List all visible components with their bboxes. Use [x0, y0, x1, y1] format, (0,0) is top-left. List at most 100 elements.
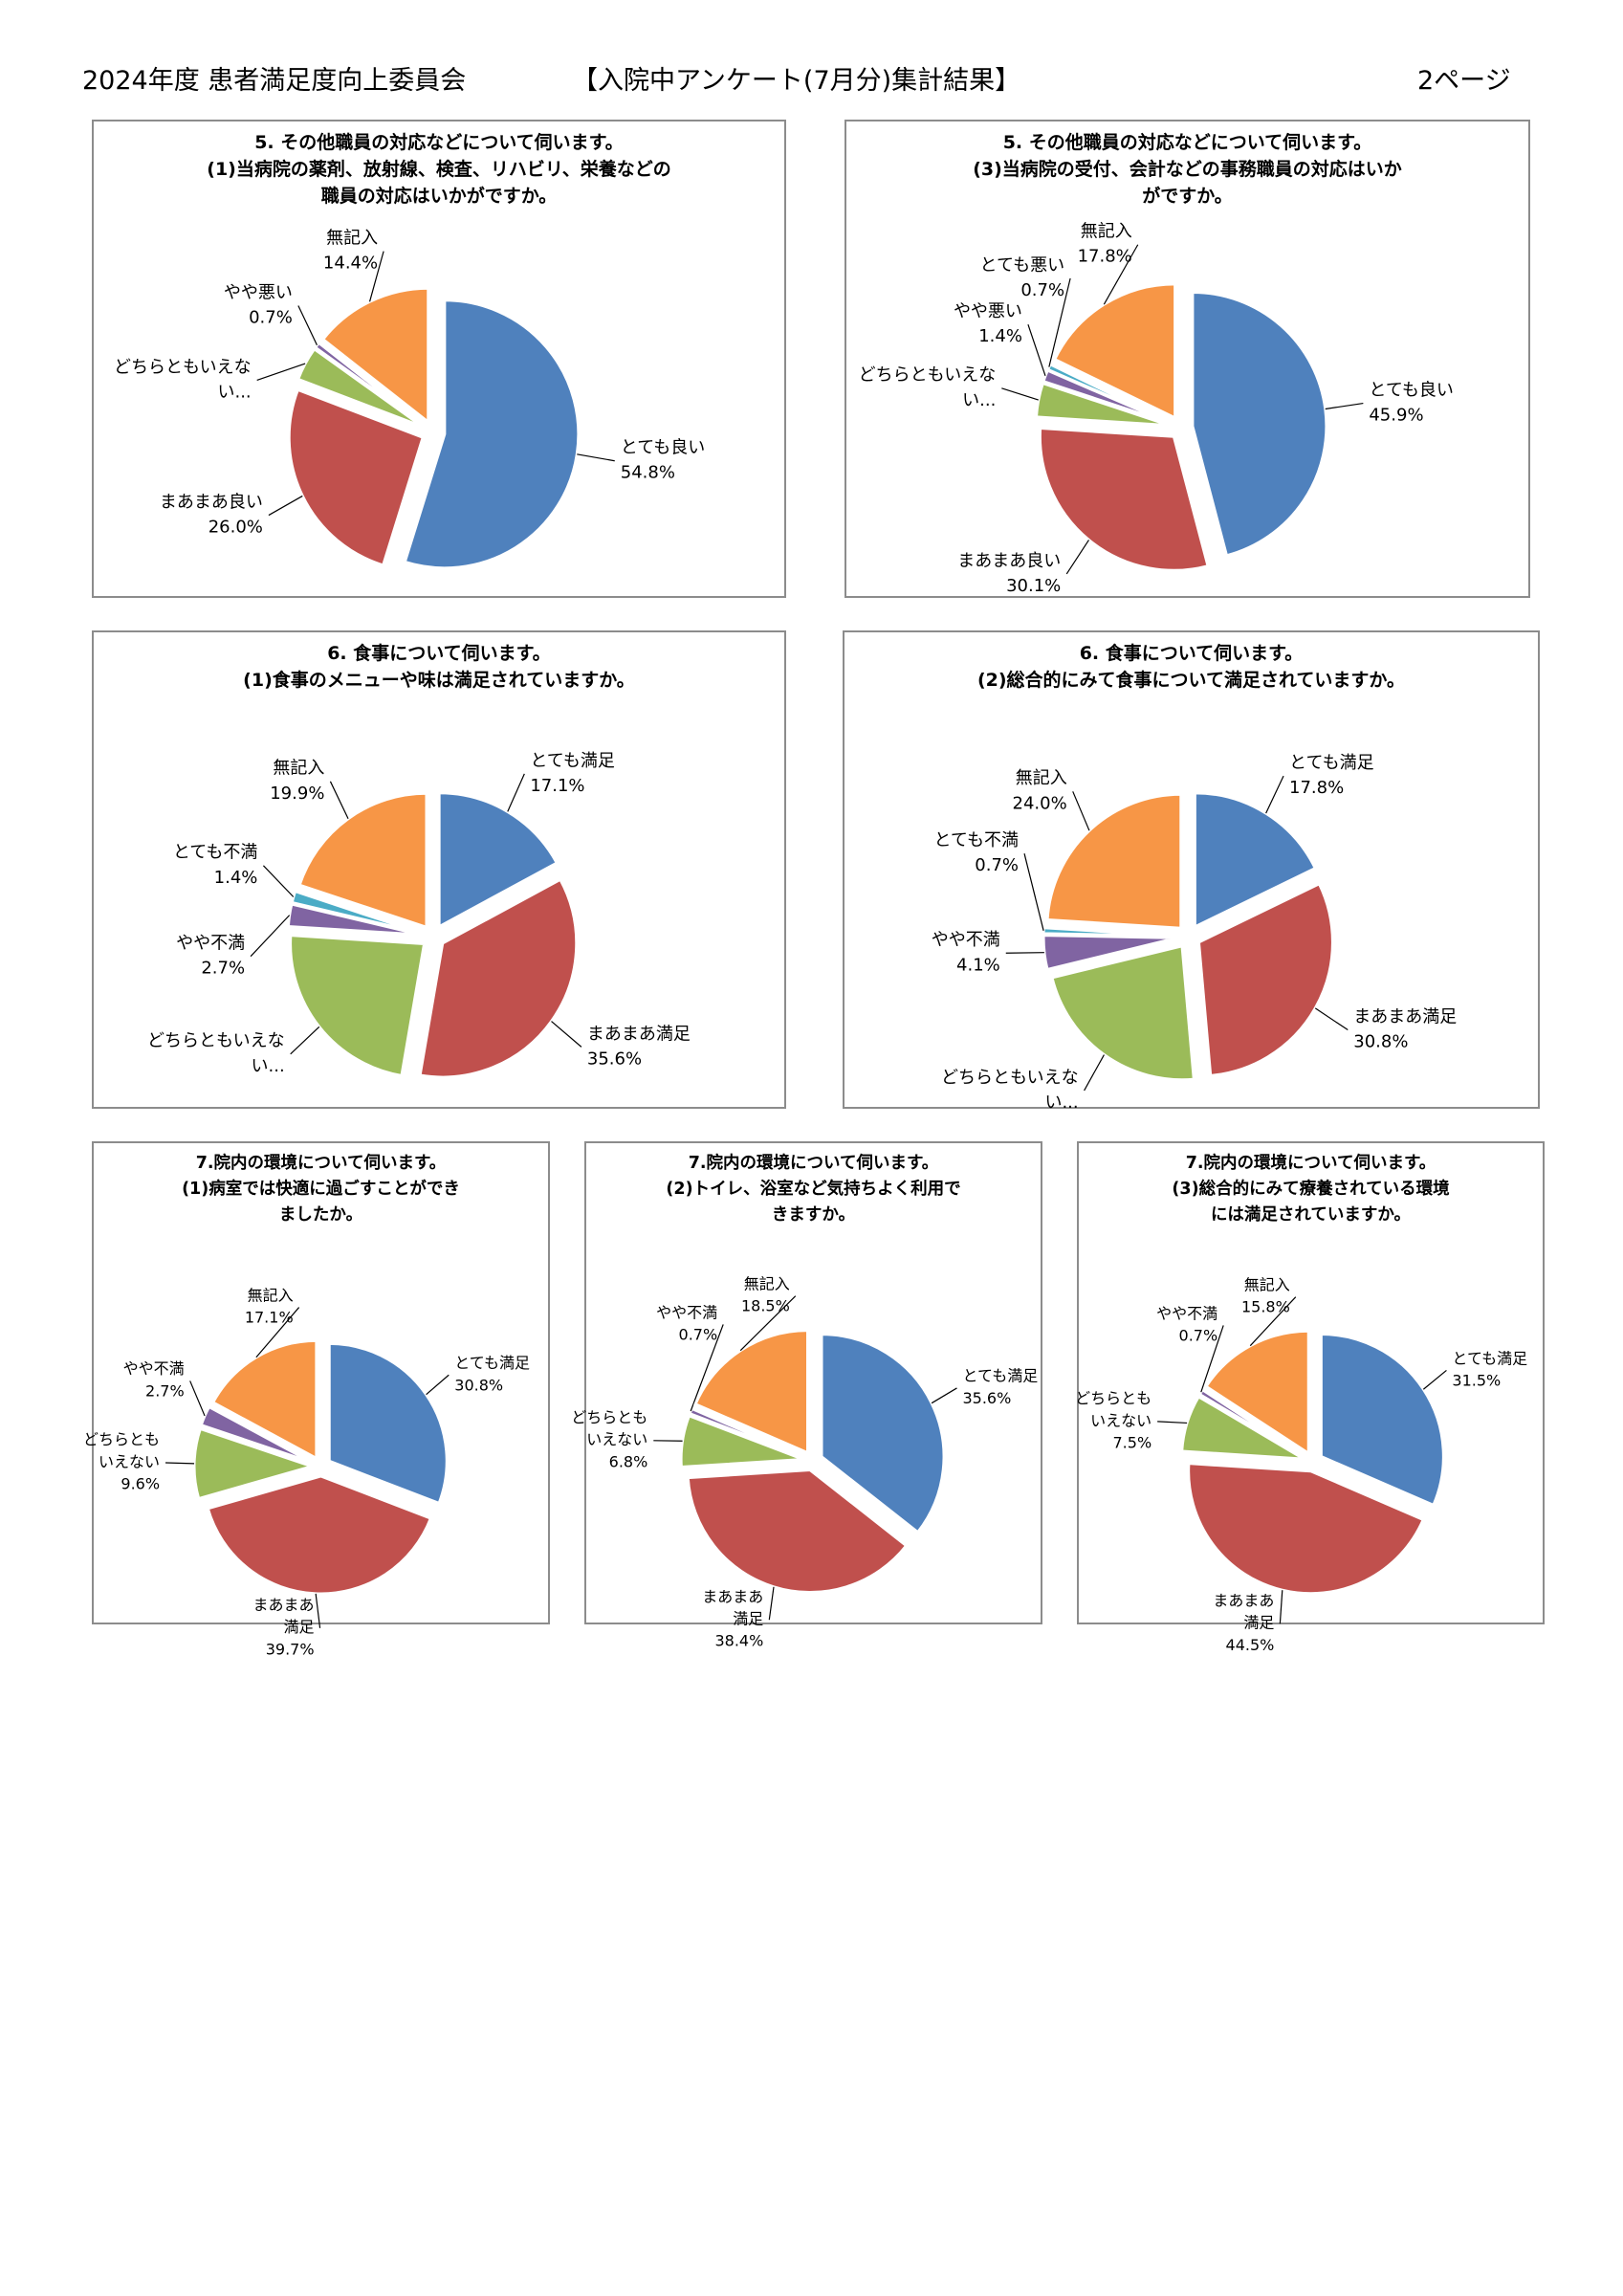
leader-line: [690, 1324, 724, 1412]
slice-category-label: い...: [217, 382, 251, 402]
leader-line: [1103, 244, 1139, 305]
leader-line: [256, 363, 306, 381]
slice-percent-label: 30.1%: [1006, 576, 1061, 596]
slice-percent-label: 6.8%: [609, 1452, 648, 1470]
slice-category-label: まあまあ良い: [957, 551, 1061, 571]
leader-line: [1065, 540, 1089, 575]
slice-category-label: どちらともいえな: [941, 1068, 1079, 1088]
pie-slice-5: [210, 1338, 318, 1461]
slice-percent-label: 39.7%: [266, 1640, 315, 1658]
slice-percent-label: 24.0%: [1013, 793, 1067, 813]
slice-percent-label: 0.7%: [1179, 1326, 1218, 1344]
slice-category-label: いえない: [99, 1452, 160, 1470]
slice-category-label: いえない: [1090, 1411, 1151, 1429]
slice-percent-label: 17.1%: [530, 776, 584, 796]
slice-category-label: どちらともいえな: [147, 1031, 285, 1051]
chart-panel-5-3: 5. その他職員の対応などについて伺います。 (3)当病院の受付、会計などの事務…: [844, 120, 1530, 598]
leader-line: [931, 1387, 957, 1404]
slice-category-label: 無記入: [1081, 222, 1132, 242]
chart-title: 7.院内の環境について伺います。 (1)病室では快適に過ごすことができ ましたか…: [182, 1154, 460, 1225]
slice-category-label: 無記入: [1244, 1275, 1290, 1293]
slice-category-label: どちらとも: [1075, 1389, 1151, 1407]
slice-percent-label: 0.7%: [975, 855, 1019, 875]
slice-percent-label: 1.4%: [978, 326, 1022, 346]
leader-line: [189, 1380, 206, 1417]
chart-panel-6-2: 6. 食事について伺います。 (2)総合的にみて食事について満足されていますか。…: [843, 630, 1540, 1113]
leader-line: [250, 915, 291, 958]
slice-category-label: 満足: [733, 1610, 763, 1628]
leader-line: [290, 1026, 320, 1055]
slice-category-label: やや不満: [1156, 1304, 1217, 1322]
slice-category-label: 無記入: [326, 229, 378, 249]
slice-category-label: やや不満: [123, 1359, 185, 1378]
pie-slice-3: [1180, 1394, 1305, 1461]
slice-category-label: い...: [252, 1056, 285, 1076]
slice-category-label: まあまあ: [702, 1587, 763, 1605]
leader-line: [1200, 1325, 1224, 1393]
leader-line: [1325, 402, 1364, 410]
slice-percent-label: 35.6%: [587, 1049, 642, 1069]
pie-slice-3: [289, 934, 427, 1078]
leader-line: [368, 251, 384, 302]
slice-percent-label: 19.9%: [270, 784, 324, 804]
slice-percent-label: 9.6%: [121, 1475, 160, 1493]
chart-title: 5. その他職員の対応などについて伺います。 (1)当病院の薬剤、放射線、検査、…: [207, 132, 671, 207]
pie-slice-2: [206, 1474, 433, 1596]
slice-category-label: とても満足: [1289, 753, 1374, 773]
pie-slice-6: [1052, 282, 1177, 421]
leader-line: [255, 1307, 300, 1358]
pie-slice-2: [287, 387, 426, 567]
leader-line: [329, 781, 349, 820]
leader-line: [1072, 791, 1090, 831]
header-page-number: 2ページ: [1417, 66, 1511, 96]
leader-line: [1005, 952, 1044, 954]
pie-slice-1: [1319, 1333, 1445, 1508]
slice-category-label: 無記入: [1016, 768, 1067, 788]
chart-panel-5-1: 5. その他職員の対応などについて伺います。 (1)当病院の薬剤、放射線、検査、…: [92, 120, 786, 598]
slice-category-label: やや悪い: [954, 301, 1022, 321]
pie-slice-2: [1196, 881, 1334, 1077]
leader-line: [768, 1586, 775, 1621]
slice-percent-label: 15.8%: [1241, 1298, 1290, 1316]
leader-line: [577, 453, 615, 462]
slice-category-label: とても不満: [933, 830, 1019, 850]
slice-category-label: とても良い: [1369, 380, 1454, 400]
slice-category-label: とても悪い: [980, 255, 1065, 276]
slice-category-label: やや不満: [656, 1303, 717, 1321]
pie-slice-1: [1193, 791, 1318, 930]
pie-slice-4: [313, 341, 426, 428]
leader-line: [1314, 1007, 1349, 1031]
leader-line: [551, 1021, 582, 1048]
slice-percent-label: 1.4%: [214, 868, 258, 888]
slice-category-label: 無記入: [273, 759, 324, 779]
slice-percent-label: 31.5%: [1452, 1371, 1501, 1389]
slice-percent-label: 45.9%: [1369, 406, 1423, 426]
slice-percent-label: 35.6%: [962, 1389, 1011, 1407]
pie-slice-2: [686, 1468, 909, 1595]
leader-line: [1157, 1421, 1188, 1424]
leader-line: [1027, 323, 1046, 377]
leader-line: [1279, 1590, 1283, 1624]
pie-slice-1: [1191, 290, 1328, 558]
slice-percent-label: 17.8%: [1289, 778, 1344, 798]
slice-category-label: とても満足: [1452, 1349, 1527, 1367]
slice-category-label: やや不満: [932, 930, 1000, 950]
slice-category-label: とても満足: [454, 1354, 530, 1372]
leader-line: [268, 495, 303, 517]
slice-percent-label: 0.7%: [1020, 280, 1064, 300]
pie-slice-1: [327, 1341, 449, 1506]
slice-percent-label: 14.4%: [323, 254, 378, 274]
pie-slice-1: [820, 1333, 946, 1534]
slice-percent-label: 0.7%: [679, 1325, 718, 1343]
leader-line: [297, 305, 318, 345]
chart-panel-6-1: 6. 食事について伺います。 (1)食事のメニューや味は満足されていますか。 と…: [92, 630, 786, 1109]
slice-category-label: 無記入: [744, 1274, 790, 1292]
pie-slice-2: [1038, 426, 1210, 572]
pie-slice-3: [1050, 943, 1195, 1082]
header-committee-title: 2024年度 患者満足度向上委員会: [82, 66, 467, 96]
